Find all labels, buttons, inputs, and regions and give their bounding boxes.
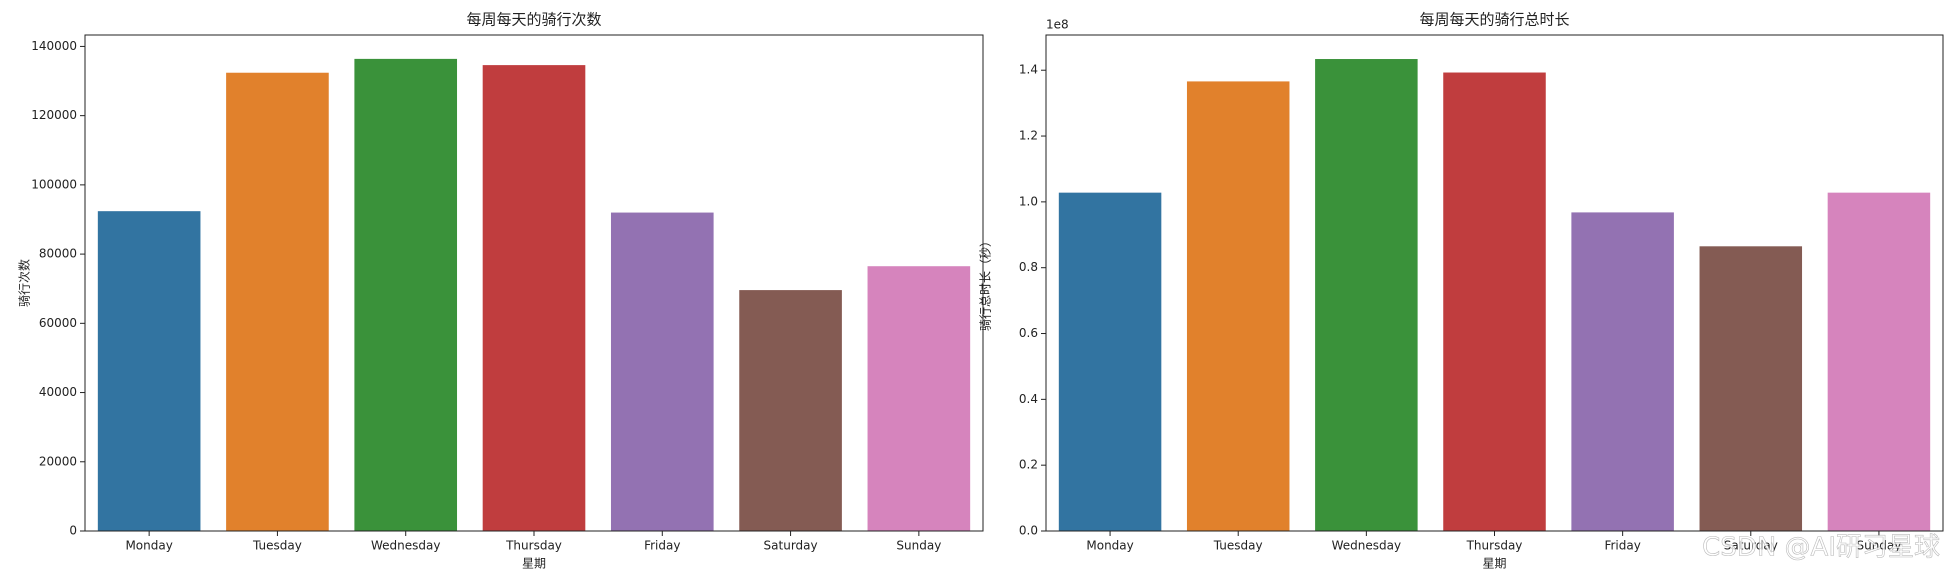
bar [1186,81,1290,531]
bar [867,266,971,531]
y-tick-label: 1.0 [1019,194,1038,208]
y-axis-label: 骑行次数 [17,259,32,307]
bar [610,212,714,531]
bar [482,65,586,532]
x-tick-label: Friday [1604,539,1640,553]
plot-frame [84,34,984,532]
x-tick-label: Wednesday [371,539,440,553]
offset-label: 1e8 [1046,18,1069,32]
plot-frame [1045,34,1944,532]
x-tick-label: Monday [125,539,172,553]
x-axis-label: 星期 [1482,557,1506,571]
x-tick-label: Wednesday [1332,539,1401,553]
chart-title: 每周每天的骑行总时长 [1419,11,1569,29]
y-axis-label: 骑行总时长（秒） [979,235,993,331]
y-tick-label: 120000 [31,108,77,122]
x-tick-label: Thursday [505,539,562,553]
x-tick-label: Saturday [1724,539,1778,553]
bar [1058,192,1162,531]
y-tick-label: 60000 [39,316,77,330]
bar [226,72,329,531]
y-tick-label: 140000 [31,39,77,53]
y-tick-label: 20000 [39,454,77,468]
bar [739,290,842,531]
bar [1699,246,1803,531]
x-axis-label: 星期 [522,557,546,571]
x-tick-label: Monday [1086,539,1133,553]
y-tick-label: 40000 [39,385,77,399]
y-tick-label: 0.4 [1019,392,1038,406]
y-tick-label: 0.2 [1019,458,1038,472]
x-tick-label: Sunday [896,539,941,553]
y-tick-label: 100000 [31,177,77,191]
bar [1315,59,1418,531]
bar [1827,192,1931,531]
y-tick-label: 0.8 [1019,260,1038,274]
bar [1571,212,1674,531]
bar [97,211,201,531]
y-tick-label: 80000 [39,247,77,261]
x-tick-label: Tuesday [1213,539,1263,553]
x-tick-label: Sunday [1856,539,1901,553]
x-tick-label: Tuesday [252,539,302,553]
y-tick-label: 0.0 [1019,524,1038,538]
y-tick-label: 1.4 [1019,63,1038,77]
x-tick-label: Thursday [1466,539,1523,553]
y-tick-label: 1.2 [1019,129,1038,143]
bar [354,58,458,532]
y-tick-label: 0 [69,524,77,538]
x-tick-label: Friday [644,539,680,553]
watermark: CSDN @AI研习星球 [1702,533,1940,563]
chart-title: 每周每天的骑行次数 [466,11,601,29]
y-tick-label: 0.6 [1019,326,1038,340]
bar [1443,72,1546,531]
x-tick-label: Saturday [764,539,818,553]
